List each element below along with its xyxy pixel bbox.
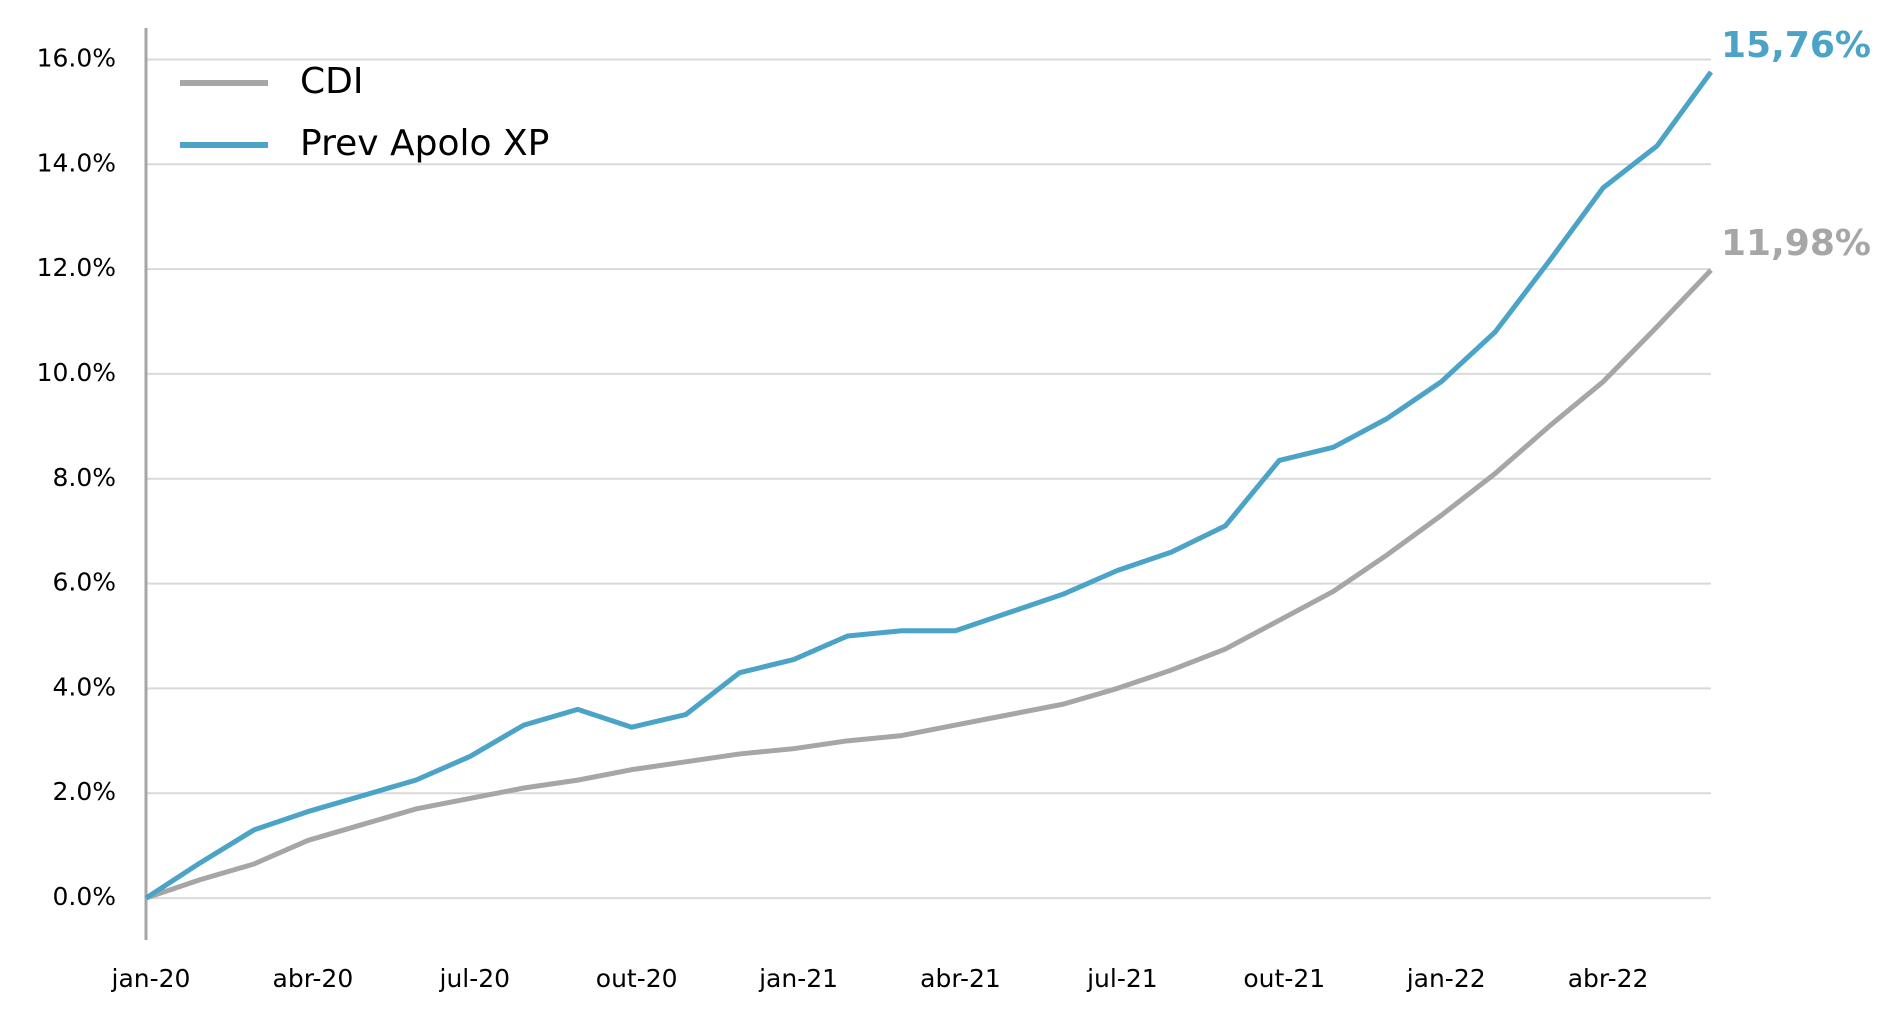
x-tick-label: jul-20: [439, 964, 511, 993]
y-tick-label: 0.0%: [52, 882, 116, 911]
legend-label: CDI: [300, 61, 363, 102]
y-tick-label: 14.0%: [37, 148, 116, 177]
x-tick-label: abr-21: [920, 964, 1001, 993]
x-tick-label: jan-22: [1406, 964, 1486, 993]
y-tick-label: 2.0%: [52, 777, 116, 806]
y-tick-label: 10.0%: [37, 358, 116, 387]
x-tick-label: jan-21: [758, 964, 838, 993]
y-tick-label: 6.0%: [52, 568, 116, 597]
y-tick-label: 12.0%: [37, 253, 116, 282]
x-tick-label: abr-22: [1568, 964, 1649, 993]
x-tick-label: out-20: [596, 964, 678, 993]
y-tick-label: 16.0%: [37, 43, 116, 72]
series-line: [145, 268, 1713, 901]
x-tick-label: out-21: [1243, 964, 1325, 993]
x-tick-label: jan-20: [111, 964, 191, 993]
x-tick-label: jul-21: [1086, 964, 1158, 993]
y-tick-label: 8.0%: [52, 463, 116, 492]
x-tick-label: abr-20: [273, 964, 354, 993]
legend-label: Prev Apolo XP: [300, 123, 549, 164]
end-label: 15,76%: [1721, 25, 1871, 66]
end-label: 11,98%: [1721, 223, 1871, 264]
series-line: [144, 70, 1714, 901]
y-tick-label: 4.0%: [52, 672, 116, 701]
